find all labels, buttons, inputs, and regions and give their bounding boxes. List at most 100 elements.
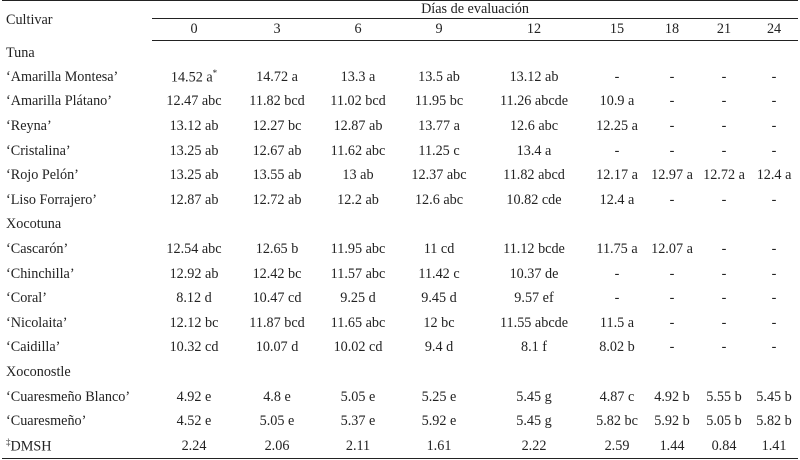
table-cell: 4.92 e — [152, 385, 236, 410]
cultivar-name: ‘Nicolaita’ — [6, 314, 68, 331]
cell-value: 10.47 cd — [252, 290, 302, 307]
cell-value: 5.92 e — [421, 413, 457, 430]
cell-value: - — [771, 68, 777, 85]
table-cell: 11.12 bcde — [480, 237, 588, 262]
table-cell: 2.24 — [152, 434, 236, 460]
table-cell: - — [646, 90, 698, 115]
table-cell: 8.12 d — [152, 286, 236, 311]
cell-value: 9.57 ef — [514, 290, 554, 307]
cell-value: - — [771, 241, 777, 258]
cell-value: - — [669, 118, 675, 135]
cell-value: - — [721, 142, 727, 159]
cell-value: 12.12 bc — [169, 314, 219, 331]
table-cell: 13.12 ab — [480, 65, 588, 90]
cell-value: - — [771, 339, 777, 356]
table-cell: 13.25 ab — [152, 163, 236, 188]
table-row: ‘Reyna’ 13.12 ab 12.27 bc 12.87 ab 13.77 a 12… — [2, 114, 798, 139]
cell-value: 10.32 cd — [169, 339, 219, 356]
cell-value: - — [721, 191, 727, 208]
day-header: 15 — [588, 18, 646, 41]
cell-value: 12.6 abc — [509, 118, 559, 135]
table-cell: 13.4 a — [480, 139, 588, 164]
cell-value: - — [669, 68, 675, 85]
cell-value: 9.25 d — [340, 290, 376, 307]
cell-value: 11.82 abcd — [503, 167, 565, 184]
table-cell: 4.92 b — [646, 385, 698, 410]
cell-value: 12 bc — [423, 314, 455, 331]
cell-value: 14.52 a — [170, 69, 213, 86]
cell-value: 13.5 ab — [418, 68, 460, 85]
day-header: 21 — [698, 18, 750, 41]
table-cell: - — [646, 139, 698, 164]
cell-value: 5.05 b — [706, 413, 742, 430]
table-cell: 11.57 abc — [318, 262, 398, 287]
table-cell: 1.44 — [646, 434, 698, 460]
cell-value: 8.12 d — [176, 290, 212, 307]
cell-value: - — [721, 118, 727, 135]
table-cell: 10.02 cd — [318, 336, 398, 361]
cell-value: 5.92 b — [654, 413, 690, 430]
table-body: Tuna ‘Amarilla Montesa’ 14.52 a* 14.72 a 13.… — [2, 41, 799, 460]
table-cell: 12.17 a — [588, 163, 646, 188]
cell-value: - — [669, 265, 675, 282]
cell-value: 13 ab — [342, 167, 374, 184]
cell-value: 11.65 abc — [330, 314, 386, 331]
cell-value: 12.37 abc — [411, 167, 467, 184]
table-cell: 2.06 — [236, 434, 318, 460]
table-cell: 9.45 d — [398, 286, 480, 311]
footnote-marker: ‡ — [6, 436, 11, 447]
cell-value: 10.9 a — [599, 93, 635, 110]
table-cell: 13.5 ab — [398, 65, 480, 90]
cell-value: 10.37 de — [509, 265, 559, 282]
table-cell: - — [588, 139, 646, 164]
cell-value: 13.4 a — [516, 142, 552, 159]
table-cell: 2.59 — [588, 434, 646, 460]
table-cell: - — [750, 65, 798, 90]
table-cell: 13.3 a — [318, 65, 398, 90]
table-cell: 11.87 bcd — [236, 311, 318, 336]
cell-value: 5.25 e — [421, 388, 457, 405]
group-label: Xoconostle — [6, 364, 71, 381]
cell-value: 11.95 bc — [414, 93, 464, 110]
dmsh-label-cell: ‡DMSH — [2, 434, 152, 460]
cultivar-name: ‘Cascarón’ — [6, 241, 69, 258]
cell-value: 12.67 ab — [252, 142, 302, 159]
table-cell: 12.97 a — [646, 163, 698, 188]
cell-value: 12.72 ab — [252, 191, 302, 208]
cell-value: 12.92 ab — [169, 265, 219, 282]
table-cell: 12.37 abc — [398, 163, 480, 188]
table-row: ‘Cuaresmeño Blanco’ 4.92 e 4.8 e 5.05 e 5.25… — [2, 385, 798, 410]
table-row: ‘Cristalina’ 13.25 ab 12.67 ab 11.62 abc 11.… — [2, 139, 798, 164]
cell-value: 5.45 g — [516, 413, 552, 430]
cell-value: 5.82 bc — [596, 413, 638, 430]
table-cell: 12.67 ab — [236, 139, 318, 164]
table-cell: - — [588, 262, 646, 287]
day-header: 18 — [646, 18, 698, 41]
cell-value: 12.97 a — [651, 167, 693, 184]
table-cell: 12.47 abc — [152, 90, 236, 115]
table-cell: - — [646, 262, 698, 287]
table-cell: 2.11 — [318, 434, 398, 460]
cell-value: 12.6 abc — [414, 191, 464, 208]
cell-value: 12.42 bc — [252, 265, 302, 282]
cell-value: - — [771, 290, 777, 307]
table-row: ‘Nicolaita’ 12.12 bc 11.87 bcd 11.65 abc 12 … — [2, 311, 798, 336]
cell-value: - — [721, 314, 727, 331]
table-cell: 12.4 a — [750, 163, 798, 188]
table-cell: - — [750, 139, 798, 164]
table-cell: 4.52 e — [152, 409, 236, 434]
cell-value: 5.55 b — [706, 388, 742, 405]
table-cell: 5.37 e — [318, 409, 398, 434]
table-cell: 10.82 cde — [480, 188, 588, 213]
cell-value: 4.87 c — [599, 388, 635, 405]
table-row: ‘Rojo Pelón’ 13.25 ab 13.55 ab 13 ab 12.37 a… — [2, 163, 798, 188]
table-row: ‘Caidilla’ 10.32 cd 10.07 d 10.02 cd 9.4 d 8.… — [2, 336, 798, 361]
table-cell: 14.72 a — [236, 65, 318, 90]
table-row: ‘Amarilla Plátano’ 12.47 abc 11.82 bcd 11.0… — [2, 90, 798, 115]
cell-value: - — [721, 290, 727, 307]
table-cell: 11.25 c — [398, 139, 480, 164]
table-cell: - — [698, 90, 750, 115]
table-cell: - — [698, 188, 750, 213]
cell-value: - — [771, 93, 777, 110]
